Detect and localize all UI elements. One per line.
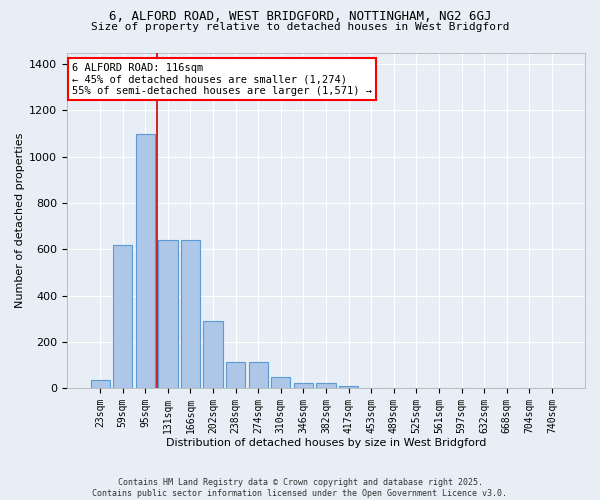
Bar [113,245,133,388]
Bar [91,380,110,388]
Bar [248,362,268,388]
Text: Contains HM Land Registry data © Crown copyright and database right 2025.
Contai: Contains HM Land Registry data © Crown c… [92,478,508,498]
Bar [316,382,335,388]
Bar [339,386,358,388]
X-axis label: Distribution of detached houses by size in West Bridgford: Distribution of detached houses by size … [166,438,486,448]
Bar [203,321,223,388]
Text: 6 ALFORD ROAD: 116sqm
← 45% of detached houses are smaller (1,274)
55% of semi-d: 6 ALFORD ROAD: 116sqm ← 45% of detached … [72,62,372,96]
Y-axis label: Number of detached properties: Number of detached properties [15,132,25,308]
Text: Size of property relative to detached houses in West Bridgford: Size of property relative to detached ho… [91,22,509,32]
Bar [294,382,313,388]
Bar [271,378,290,388]
Bar [181,240,200,388]
Bar [136,134,155,388]
Bar [158,240,178,388]
Text: 6, ALFORD ROAD, WEST BRIDGFORD, NOTTINGHAM, NG2 6GJ: 6, ALFORD ROAD, WEST BRIDGFORD, NOTTINGH… [109,10,491,23]
Bar [226,362,245,388]
